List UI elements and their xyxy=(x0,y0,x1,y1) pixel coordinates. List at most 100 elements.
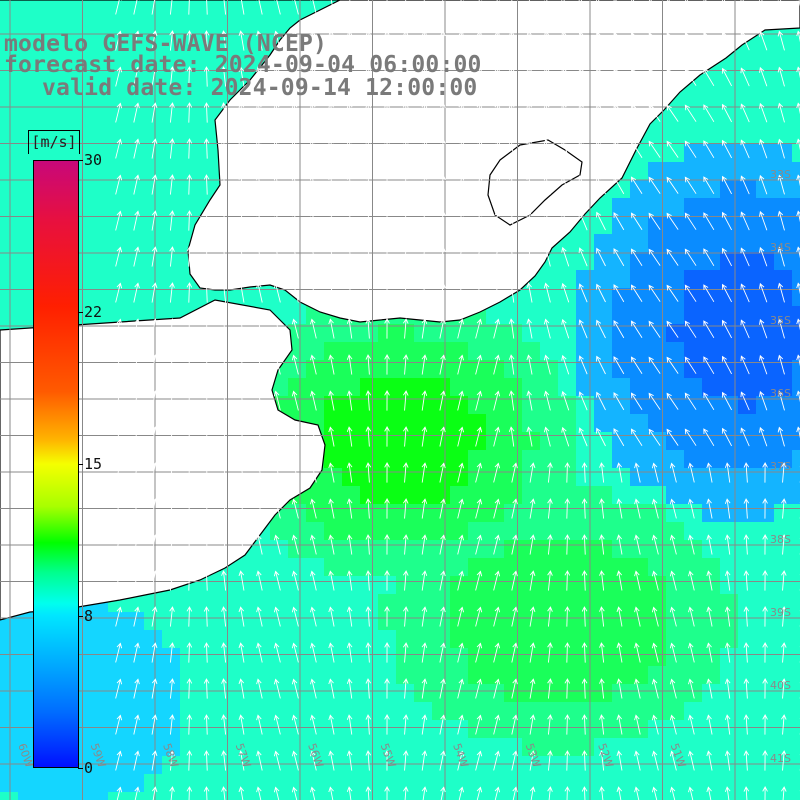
wind-arrow xyxy=(384,462,390,483)
wind-cell xyxy=(666,666,684,684)
wind-cell xyxy=(594,486,612,504)
wind-cell xyxy=(738,126,756,144)
colorbar xyxy=(33,160,79,768)
wind-arrow xyxy=(402,354,409,375)
wind-cell xyxy=(720,702,738,720)
wind-cell xyxy=(342,774,360,792)
wind-arrow xyxy=(724,498,731,519)
wind-cell xyxy=(432,450,450,468)
wind-arrow xyxy=(151,282,158,303)
wind-cell xyxy=(0,684,18,702)
wind-cell xyxy=(738,234,756,252)
wind-arrow xyxy=(439,570,446,591)
wind-arrow xyxy=(346,714,353,735)
wind-cell xyxy=(774,378,792,396)
wind-cell xyxy=(108,162,126,180)
wind-arrow xyxy=(543,426,551,447)
wind-cell xyxy=(774,702,792,720)
wind-cell xyxy=(90,162,108,180)
wind-arrow xyxy=(186,750,193,771)
wind-cell xyxy=(756,558,774,576)
wind-cell xyxy=(774,54,792,72)
wind-cell xyxy=(342,414,360,432)
wind-arrow xyxy=(599,786,605,800)
wind-arrow xyxy=(384,642,390,663)
wind-arrow xyxy=(651,642,659,663)
wind-arrow xyxy=(402,138,409,159)
wind-arrow xyxy=(630,212,643,230)
wind-arrow xyxy=(703,320,715,339)
wind-cell xyxy=(720,378,738,396)
wind-arrow xyxy=(578,103,588,123)
wind-cell xyxy=(360,522,378,540)
wind-cell xyxy=(468,558,486,576)
wind-arrow xyxy=(743,534,750,555)
wind-arrow xyxy=(457,534,464,555)
wind-arrow xyxy=(310,210,317,231)
wind-cell xyxy=(72,90,90,108)
wind-arrow xyxy=(291,642,299,663)
wind-arrow xyxy=(648,248,661,266)
wind-arrows xyxy=(115,0,800,800)
wind-cell xyxy=(468,666,486,684)
wind-arrow xyxy=(238,210,245,231)
wind-cell xyxy=(144,234,162,252)
wind-arrow xyxy=(706,642,713,663)
wind-cell xyxy=(108,702,126,720)
wind-arrow xyxy=(310,246,317,267)
wind-arrow xyxy=(384,318,390,339)
wind-arrow xyxy=(439,606,446,627)
wind-arrow xyxy=(346,498,353,519)
wind-cell xyxy=(756,90,774,108)
wind-cell xyxy=(288,666,306,684)
wind-cell xyxy=(180,90,198,108)
wind-arrow xyxy=(578,67,588,87)
wind-arrow xyxy=(688,498,695,519)
wind-arrow xyxy=(669,498,677,519)
wind-cell xyxy=(774,774,792,792)
wind-cell xyxy=(738,666,756,684)
wind-arrow xyxy=(581,462,588,483)
wind-cell xyxy=(522,450,540,468)
wind-cell xyxy=(594,306,612,324)
wind-arrow xyxy=(115,282,123,303)
wind-cell xyxy=(396,738,414,756)
wind-arrow xyxy=(578,283,588,303)
wind-arrow xyxy=(238,534,245,555)
wind-cell xyxy=(432,702,450,720)
wind-arrow xyxy=(439,678,446,699)
wind-cell xyxy=(162,162,180,180)
wind-cell xyxy=(774,342,792,360)
wind-arrow xyxy=(346,138,353,159)
wind-arrow xyxy=(186,282,193,303)
wind-cell xyxy=(162,774,180,792)
wind-arrow xyxy=(221,606,227,627)
wind-arrow xyxy=(564,606,571,627)
wind-cell xyxy=(234,18,252,36)
wind-arrow xyxy=(115,210,123,231)
wind-cell xyxy=(144,738,162,756)
wind-cell xyxy=(630,450,648,468)
wind-arrow xyxy=(743,786,750,800)
wind-cell xyxy=(72,54,90,72)
wind-arrow xyxy=(238,642,245,663)
wind-arrow xyxy=(169,714,175,735)
wind-arrow xyxy=(203,30,210,51)
wind-arrow xyxy=(291,390,299,411)
wind-arrow xyxy=(685,0,697,14)
wind-arrow xyxy=(508,354,515,375)
wind-cell xyxy=(270,558,288,576)
wind-arrow xyxy=(529,678,536,699)
wind-arrow xyxy=(457,66,464,87)
wind-arrow xyxy=(402,30,409,51)
wind-arrow xyxy=(596,175,606,195)
wind-arrow xyxy=(508,318,515,339)
wind-cell xyxy=(468,594,486,612)
wind-cell xyxy=(198,630,216,648)
wind-arrow xyxy=(508,246,515,267)
wind-arrow xyxy=(133,462,140,483)
wind-cell xyxy=(540,270,558,288)
wind-cell xyxy=(378,630,396,648)
wind-arrow xyxy=(616,750,623,771)
wind-arrow xyxy=(475,66,483,87)
